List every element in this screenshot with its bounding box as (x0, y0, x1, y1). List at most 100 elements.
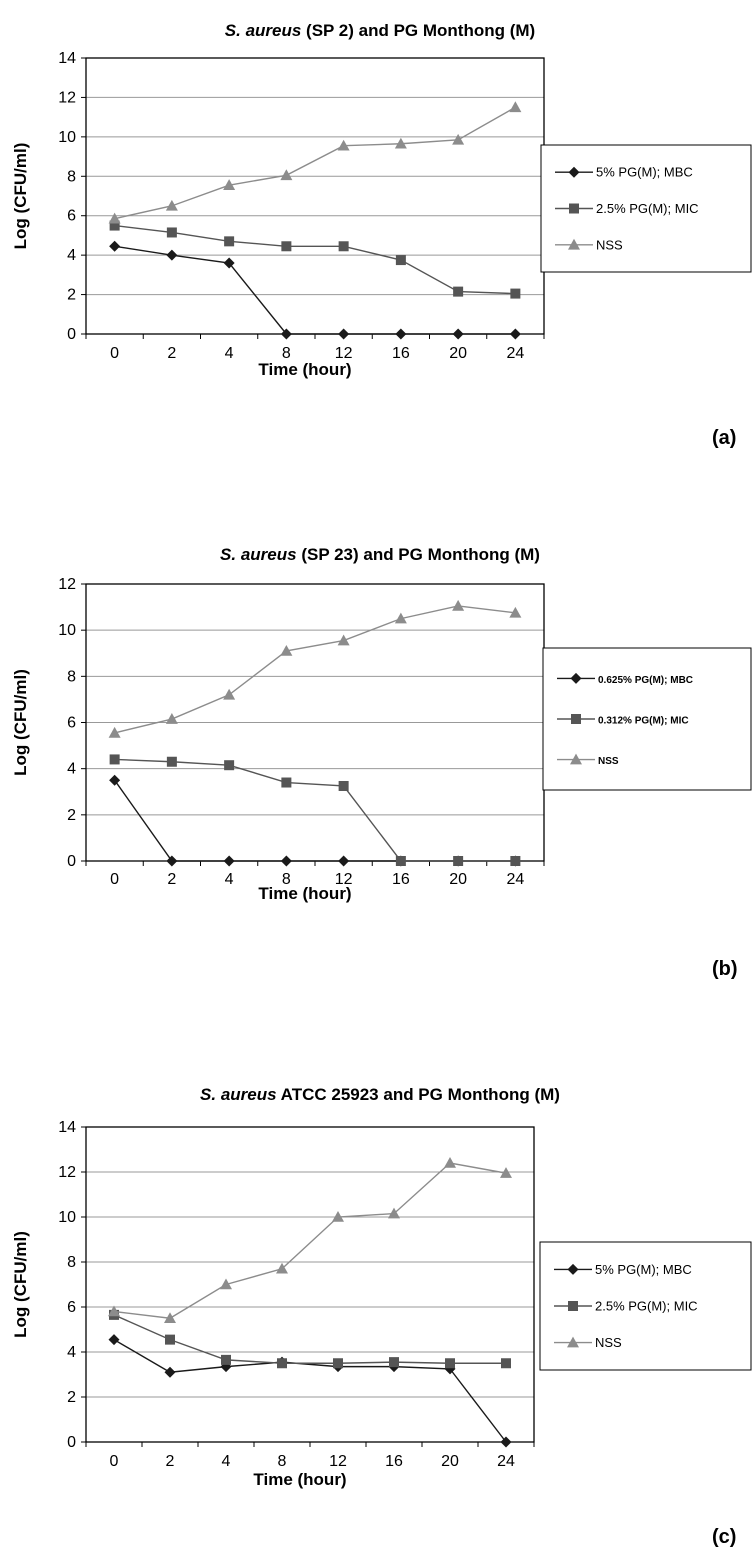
x-tick-label: 8 (282, 871, 291, 888)
data-point-triangle (388, 1207, 400, 1219)
y-tick-label: 12 (58, 1164, 76, 1181)
data-point-square (281, 241, 292, 252)
data-point-triangle (223, 688, 236, 700)
data-point-square (109, 220, 120, 231)
series-line-2 (114, 224, 516, 295)
y-axis-label: Log (CFU/ml) (11, 1231, 30, 1338)
data-point-diamond (395, 328, 407, 340)
data-point-diamond (280, 328, 292, 340)
x-tick-label: 16 (385, 1453, 403, 1470)
x-tick-label: 4 (222, 1453, 231, 1470)
data-point-triangle (223, 179, 236, 190)
y-tick-label: 0 (67, 326, 76, 343)
y-tick-label: 6 (67, 1299, 76, 1316)
legend-label: NSS (596, 237, 623, 252)
y-tick-label: 2 (67, 287, 76, 304)
x-tick-label: 16 (392, 345, 410, 362)
x-tick-label: 12 (329, 1453, 347, 1470)
y-tick-label: 8 (67, 1254, 76, 1271)
series-line-3 (114, 106, 516, 220)
legend-marker-square (568, 1301, 578, 1311)
x-tick-label: 0 (110, 345, 119, 362)
legend-marker-diamond (568, 166, 580, 178)
y-tick-label: 12 (58, 89, 76, 106)
x-axis-label: Time (hour) (253, 1470, 346, 1489)
data-point-diamond (338, 328, 350, 340)
data-point-triangle (394, 612, 407, 624)
data-point-triangle (280, 644, 293, 656)
x-tick-label: 24 (497, 1453, 515, 1470)
x-tick-label: 24 (506, 871, 524, 888)
y-tick-label: 14 (58, 1119, 76, 1136)
data-point-triangle (452, 599, 465, 611)
legend-marker-square (571, 714, 581, 724)
x-tick-label: 4 (225, 871, 234, 888)
chart-title-species: S. aureus (220, 545, 297, 564)
chart-title-species: S. aureus (225, 21, 302, 40)
legend-label: 0.312% PG(M); MIC (598, 716, 689, 727)
y-tick-label: 10 (58, 1209, 76, 1226)
data-point-square (389, 1357, 399, 1368)
series-line-1 (114, 779, 516, 862)
chart-title-rest: (SP 23) and PG Monthong (M) (297, 545, 540, 564)
data-point-diamond (109, 774, 121, 786)
x-axis-label: Time (hour) (258, 884, 351, 903)
data-point-triangle (500, 1167, 512, 1178)
data-point-triangle (337, 634, 350, 646)
legend: 0.625% PG(M); MBC 0.312% PG(M); MIC NSS (542, 647, 752, 791)
data-point-diamond (166, 249, 178, 261)
legend-marker-triangle (568, 238, 580, 250)
data-point-square (453, 856, 464, 866)
legend-marker-triangle (570, 753, 582, 765)
x-tick-label: 2 (167, 871, 176, 888)
legend-label: 5% PG(M); MBC (596, 165, 693, 180)
x-tick-label: 24 (506, 345, 524, 362)
y-tick-label: 8 (67, 168, 76, 185)
x-tick-label: 2 (167, 345, 176, 362)
legend-label: NSS (595, 1335, 622, 1350)
data-point-diamond (452, 328, 464, 340)
y-tick-label: 4 (67, 761, 76, 778)
legend-marker-diamond (567, 1263, 579, 1275)
data-point-diamond (500, 1436, 512, 1448)
chart-1: S. aureus (SP 2) and PG Monthong (M)0246… (11, 21, 752, 449)
x-tick-label: 20 (449, 345, 467, 362)
chart-title: S. aureus (SP 23) and PG Monthong (M) (220, 545, 540, 564)
x-tick-label: 12 (335, 345, 353, 362)
data-point-triangle (452, 133, 465, 145)
chart-title-rest: ATCC 25923 and PG Monthong (M) (277, 1085, 560, 1104)
data-point-triangle (280, 169, 293, 181)
y-axis-label: Log (CFU/ml) (11, 143, 30, 250)
data-point-triangle (337, 139, 350, 151)
legend-label: 0.625% PG(M); MBC (598, 675, 693, 686)
panel-label: (a) (712, 427, 736, 449)
data-point-diamond (280, 855, 292, 867)
data-point-diamond (223, 257, 235, 269)
series-line-3 (114, 605, 516, 734)
y-tick-label: 6 (67, 715, 76, 732)
data-point-diamond (164, 1366, 176, 1378)
data-point-triangle (164, 1312, 176, 1324)
y-tick-label: 8 (67, 668, 76, 685)
x-tick-label: 2 (166, 1453, 175, 1470)
legend: 5% PG(M); MBC 2.5% PG(M); MIC NSS (540, 144, 752, 273)
data-point-triangle (276, 1262, 288, 1274)
data-point-square (338, 780, 349, 791)
y-axis-label: Log (CFU/ml) (11, 669, 30, 776)
panel-label: (b) (712, 958, 738, 980)
y-tick-label: 0 (67, 853, 76, 870)
data-point-square (221, 1354, 231, 1365)
x-tick-label: 20 (441, 1453, 459, 1470)
plot-area (85, 1126, 535, 1443)
y-tick-label: 10 (58, 622, 76, 639)
y-tick-label: 6 (67, 208, 76, 225)
y-tick-label: 4 (67, 1344, 76, 1361)
series-line-2 (113, 1314, 506, 1364)
data-point-square (445, 1358, 455, 1369)
legend-marker-diamond (570, 672, 582, 684)
y-tick-label: 0 (67, 1434, 76, 1451)
y-tick-label: 14 (58, 50, 76, 67)
data-point-square (501, 1358, 511, 1369)
data-point-square (277, 1358, 287, 1369)
